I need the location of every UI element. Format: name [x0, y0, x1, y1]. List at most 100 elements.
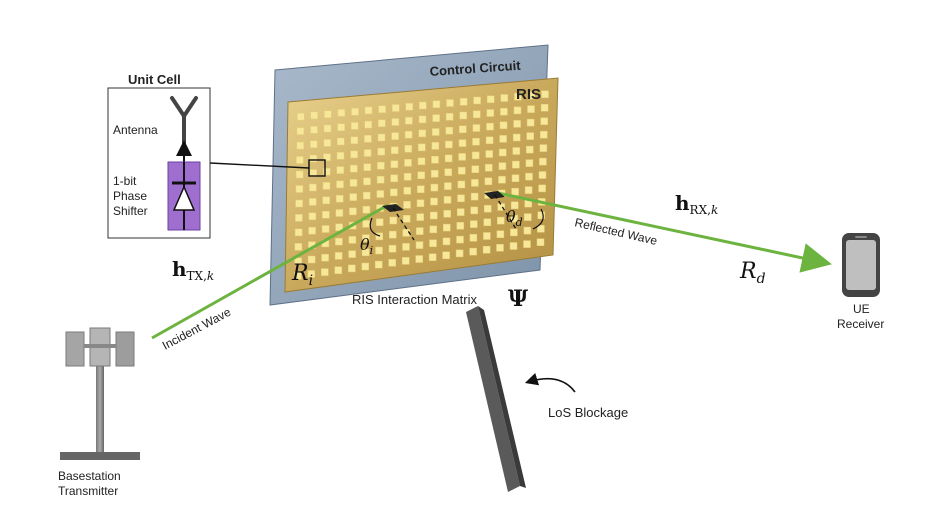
ris-element [512, 160, 520, 169]
ris-element [482, 245, 491, 254]
ris-element [430, 183, 439, 192]
ris-element [539, 157, 547, 166]
ris-element [511, 187, 519, 196]
ris-element [500, 94, 509, 102]
ris-element [377, 133, 386, 142]
ris-element [496, 230, 505, 238]
ris-element [498, 148, 507, 157]
ris-element [415, 241, 424, 249]
ris-element [310, 111, 318, 120]
ris-element [364, 120, 372, 129]
ris-element [430, 169, 439, 178]
ris-element [510, 228, 518, 237]
ris-element [348, 236, 357, 244]
ris-element [375, 246, 383, 255]
ris-element [308, 226, 316, 235]
ris-element [512, 147, 521, 155]
ris-element [324, 110, 332, 118]
ris-element [391, 132, 399, 140]
ris-element [334, 266, 343, 274]
ris-element [456, 208, 465, 216]
ris-element [459, 98, 468, 106]
ris-element [389, 230, 397, 239]
r-i-label: Ri [291, 261, 313, 289]
ris-element [523, 240, 531, 248]
ris-element [471, 179, 479, 187]
ris-element [337, 123, 345, 131]
ris-element [470, 206, 478, 215]
ris-element [498, 175, 506, 184]
ris-element [294, 228, 303, 237]
ris-element [362, 205, 371, 214]
ris-element [444, 182, 452, 190]
ris-element-grid [294, 90, 549, 280]
ris-element [309, 154, 318, 163]
ris-element [457, 194, 465, 203]
ris-element [442, 251, 450, 260]
ris-element [391, 104, 400, 112]
ris-element [349, 179, 358, 187]
ris-element [376, 176, 385, 184]
ris-element [390, 174, 398, 183]
ris-element [349, 193, 357, 201]
ris-element [308, 212, 317, 221]
ris-element [459, 111, 467, 120]
ris-element [497, 203, 505, 211]
ris-element [524, 186, 533, 194]
ris-element [509, 242, 518, 250]
ris-element [539, 144, 548, 152]
ris-element [390, 146, 399, 154]
ris-element [323, 139, 332, 147]
basestation-label-2: Transmitter [58, 484, 118, 498]
ris-element [485, 163, 493, 172]
ris-element [486, 109, 495, 117]
ris-element [362, 191, 371, 200]
ris-element [402, 215, 411, 223]
ris-element [361, 262, 370, 271]
ris-element [470, 192, 479, 201]
ris-element [321, 225, 330, 233]
ris-element [322, 182, 331, 190]
ris-element [458, 166, 466, 175]
ris-element [336, 152, 345, 160]
ris-element [416, 213, 424, 221]
ris-element [416, 199, 425, 207]
ris-element [405, 102, 414, 111]
ris-element [405, 116, 413, 125]
ris-element [536, 238, 545, 246]
ris-element [445, 140, 453, 149]
ris-element [323, 124, 332, 133]
ris-element [526, 132, 534, 140]
ris-element [390, 188, 398, 197]
interaction-matrix-label: RIS Interaction Matrix [352, 292, 477, 307]
ris-element [310, 126, 318, 134]
ris-element [469, 247, 477, 256]
ris-element [377, 147, 385, 156]
diode-icon [167, 161, 201, 231]
ris-element [378, 105, 386, 113]
ris-element [404, 145, 413, 153]
h-tx-label: hTX,k [172, 257, 214, 283]
ris-element [445, 126, 454, 135]
ris-element [377, 161, 385, 170]
ris-element [513, 120, 521, 128]
ris-element [362, 234, 370, 242]
ris-element [525, 172, 533, 181]
ris-element [388, 259, 396, 267]
ris-element [321, 253, 329, 262]
theta-i: θi [360, 235, 373, 257]
antenna-label: Antenna [113, 123, 158, 137]
theta-d: θd [506, 207, 523, 229]
ris-element [443, 196, 452, 204]
ris-element [415, 255, 423, 263]
ris-element [458, 139, 467, 147]
ris-element [497, 216, 505, 225]
ris-element [418, 143, 426, 152]
ris-element [445, 113, 454, 121]
ris-element [376, 190, 385, 198]
ris-element [537, 225, 545, 233]
ris-element [541, 90, 549, 99]
ris-element [323, 153, 331, 161]
ris-element [322, 210, 330, 219]
ris-element [363, 163, 372, 171]
